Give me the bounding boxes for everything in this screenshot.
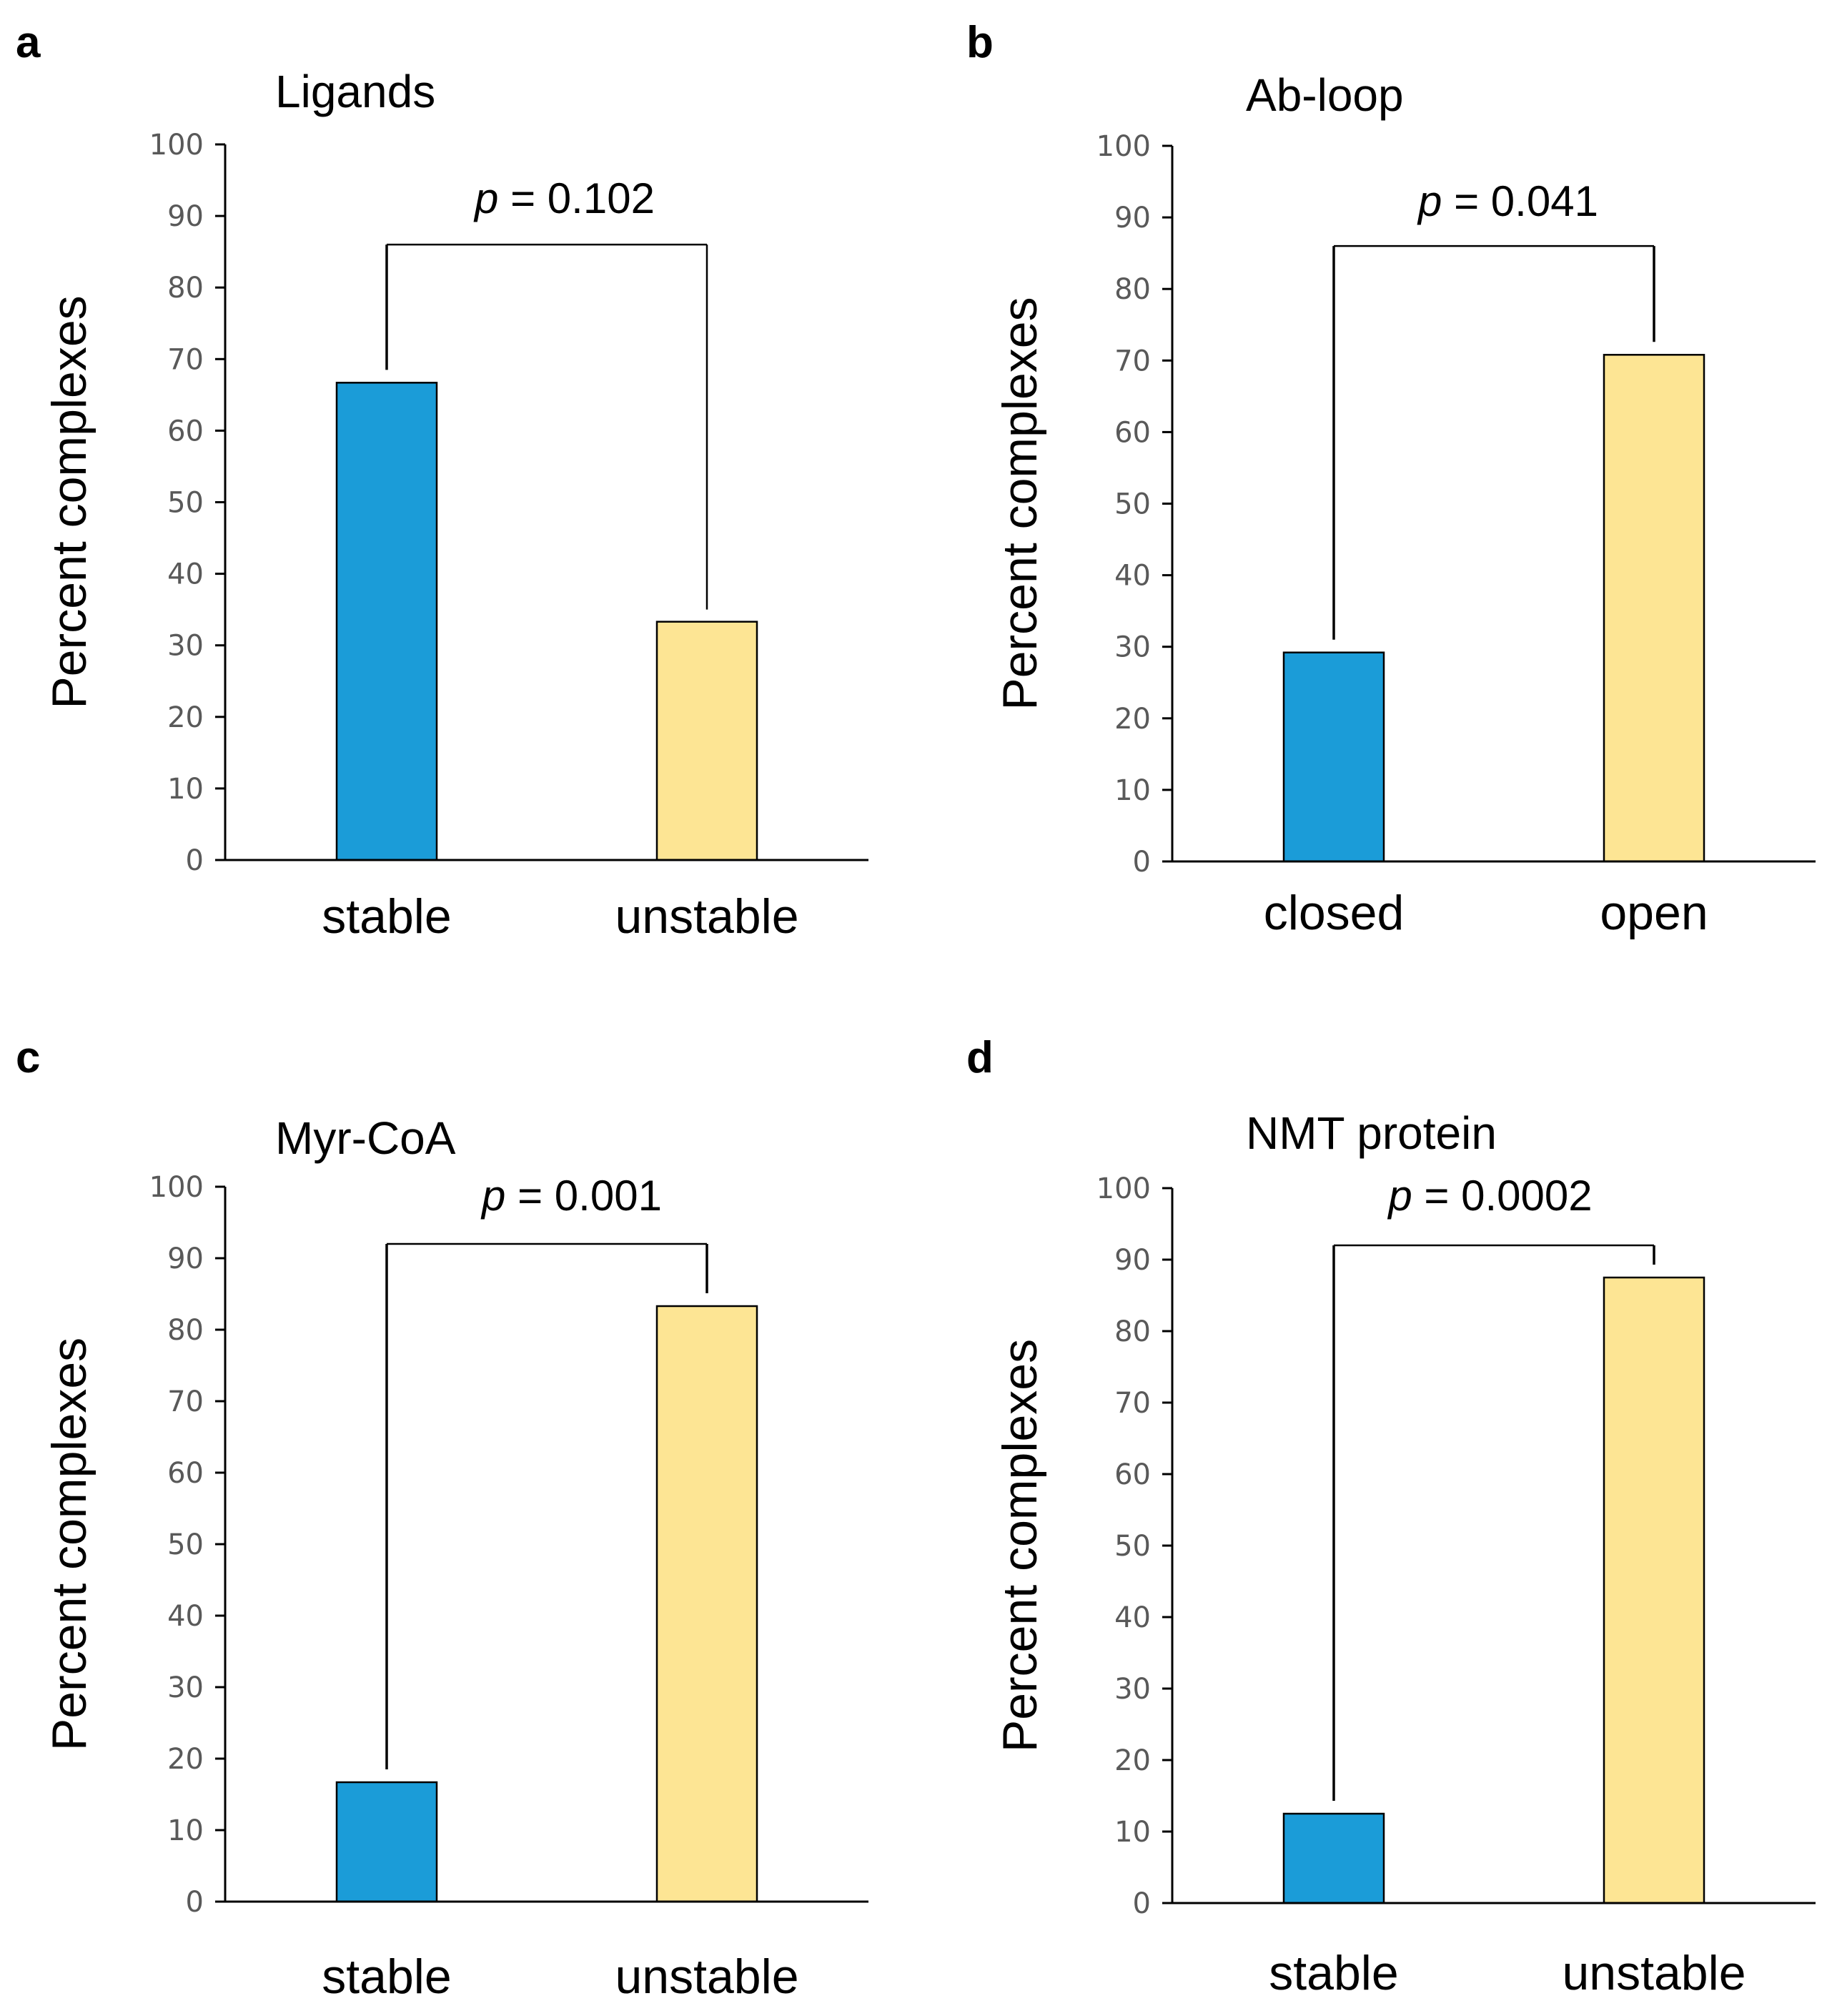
y-tick-label: 60 (1114, 416, 1151, 449)
bar-stable (1282, 1812, 1385, 1904)
y-tick-label: 0 (186, 844, 204, 877)
y-tick-label: 40 (167, 558, 204, 591)
category-label: stable (1269, 1946, 1398, 2000)
bar-stable (335, 382, 438, 861)
chart-title: Ab-loop (1246, 69, 1404, 121)
y-tick-label: 10 (1114, 774, 1151, 807)
p-value-text: = 0.102 (498, 174, 655, 222)
y-tick-label: 70 (1114, 345, 1151, 377)
p-value-text: = 0.0002 (1412, 1172, 1593, 1220)
y-axis-label: Percent complexes (42, 295, 96, 708)
y-tick-label: 80 (1114, 273, 1151, 306)
y-tick-label: 60 (167, 1457, 204, 1490)
chart-title: Ligands (275, 66, 435, 117)
bar-unstable (1603, 1276, 1705, 1904)
y-tick-label: 0 (186, 1886, 204, 1919)
bar-closed (1282, 651, 1385, 863)
chart-title: NMT protein (1246, 1107, 1497, 1159)
p-value-text: = 0.001 (505, 1172, 662, 1220)
y-tick-label: 80 (1114, 1315, 1151, 1348)
y-tick-label: 80 (167, 1314, 204, 1347)
category-label: unstable (615, 889, 798, 944)
y-tick-label: 40 (1114, 560, 1151, 593)
bar-unstable (655, 1305, 758, 1903)
y-tick-label: 60 (167, 415, 204, 448)
y-tick-label: 30 (1114, 631, 1151, 664)
p-symbol: p (480, 1172, 505, 1220)
p-value-label: p = 0.041 (1417, 177, 1598, 225)
y-tick-label: 40 (167, 1600, 204, 1633)
y-tick-label: 40 (1114, 1601, 1151, 1634)
panel-letter: c (16, 1033, 40, 1082)
y-axis-label: Percent complexes (993, 1339, 1047, 1752)
p-symbol: p (473, 174, 498, 222)
y-axis-label: Percent complexes (42, 1338, 96, 1751)
category-label: stable (322, 889, 451, 944)
y-tick-label: 0 (1133, 846, 1151, 879)
chart-panel-b: b Ab-loop Percent complexes 0 10 20 30 40 50 60 70… (966, 18, 1816, 940)
y-tick-label: 70 (167, 1385, 204, 1418)
chart-title: Myr-CoA (275, 1112, 456, 1164)
y-tick-label: 30 (167, 1671, 204, 1704)
y-tick-label: 20 (1114, 1744, 1151, 1777)
y-tick-label: 10 (167, 1814, 204, 1847)
y-tick-label: 100 (1096, 130, 1151, 163)
y-tick-label: 90 (167, 1242, 204, 1275)
category-label: open (1600, 886, 1708, 940)
bar-stable (335, 1781, 438, 1903)
y-tick-label: 30 (1114, 1673, 1151, 1706)
y-tick-label: 10 (1114, 1816, 1151, 1849)
y-tick-label: 50 (1114, 488, 1151, 521)
y-tick-label: 50 (167, 487, 204, 520)
panel-letter: a (16, 18, 41, 67)
y-tick-label: 20 (1114, 703, 1151, 736)
y-tick-label: 60 (1114, 1458, 1151, 1491)
category-label: stable (322, 1950, 451, 2004)
chart-panel-c: c Myr-CoA Percent complexes 0 10 20 30 40 50 60 70… (16, 1033, 868, 2004)
panel-letter: d (966, 1033, 994, 1082)
bar-unstable (655, 621, 758, 861)
y-tick-label: 90 (1114, 202, 1151, 234)
category-label: unstable (615, 1950, 798, 2004)
category-label: unstable (1562, 1946, 1746, 2000)
y-tick-label: 20 (167, 701, 204, 734)
y-tick-label: 70 (1114, 1387, 1151, 1420)
p-symbol: p (1417, 177, 1442, 225)
p-value-label: p = 0.0002 (1387, 1172, 1592, 1220)
y-tick-label: 70 (167, 343, 204, 376)
bar-open (1603, 354, 1705, 863)
y-tick-label: 50 (1114, 1530, 1151, 1563)
p-value-text: = 0.041 (1442, 177, 1598, 225)
y-tick-label: 0 (1133, 1887, 1151, 1920)
y-tick-label: 90 (1114, 1244, 1151, 1277)
panel-letter: b (966, 18, 994, 67)
y-tick-label: 30 (167, 630, 204, 663)
y-tick-label: 100 (149, 129, 204, 162)
y-tick-label: 90 (167, 200, 204, 233)
y-tick-label: 50 (167, 1528, 204, 1561)
y-tick-label: 80 (167, 272, 204, 305)
y-tick-label: 100 (1096, 1172, 1151, 1205)
chart-panel-a: a Ligands Percent complexes 0 10 20 30 40 50 60 70… (16, 18, 868, 944)
p-symbol: p (1387, 1172, 1412, 1220)
p-value-label: p = 0.001 (480, 1172, 662, 1220)
y-tick-label: 20 (167, 1743, 204, 1776)
y-axis-label: Percent complexes (993, 297, 1047, 710)
p-value-label: p = 0.102 (473, 174, 655, 222)
y-tick-label: 100 (149, 1171, 204, 1204)
category-label: closed (1264, 886, 1405, 940)
y-tick-label: 10 (167, 773, 204, 806)
chart-panel-d: d NMT protein Percent complexes 0 10 20 30 40 50… (966, 1033, 1816, 2000)
